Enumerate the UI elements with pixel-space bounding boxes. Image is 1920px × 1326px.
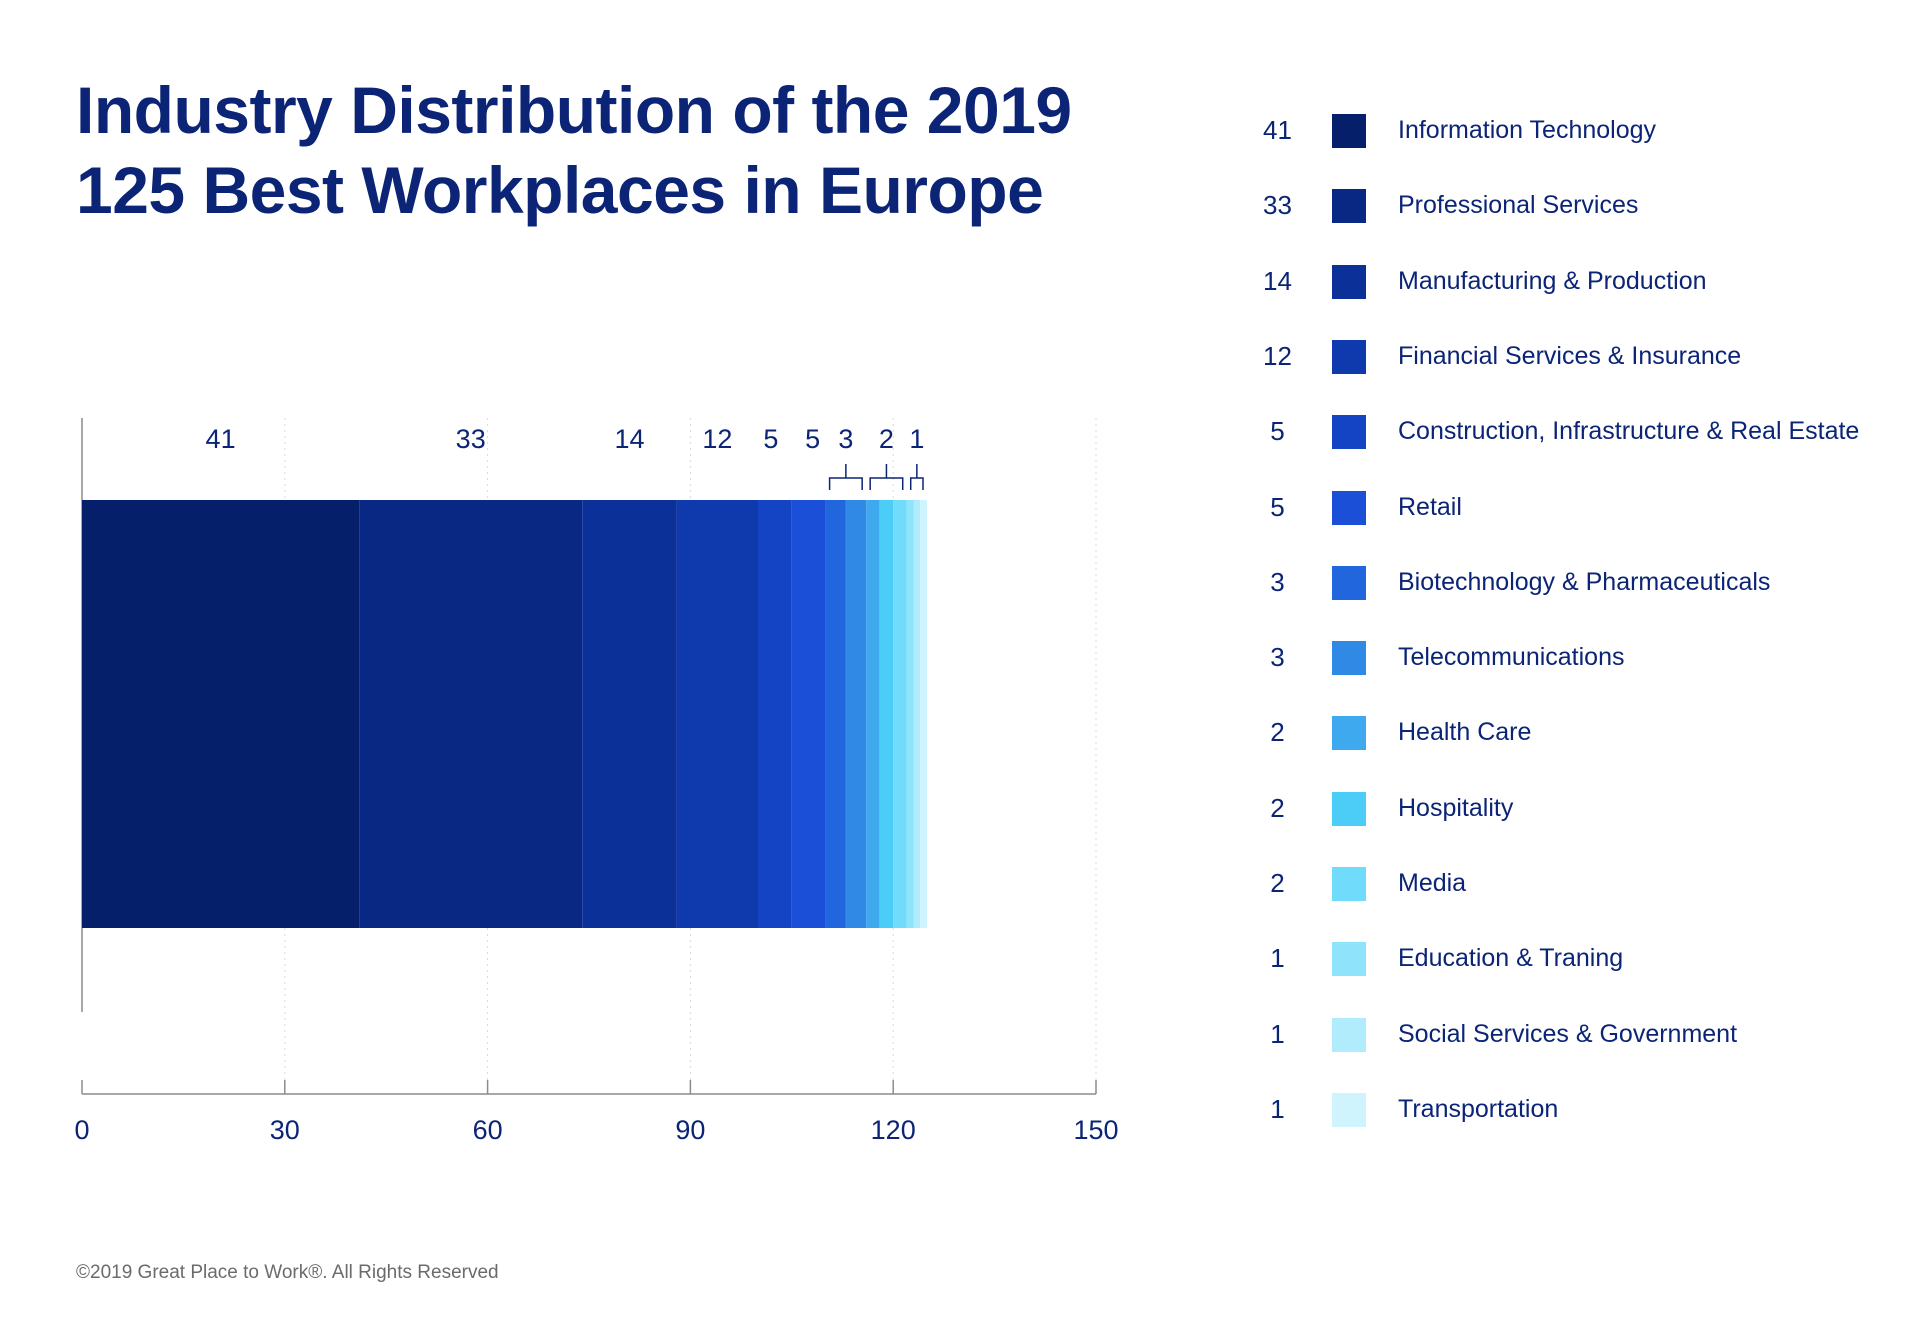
legend-value: 3 — [1270, 566, 1285, 597]
legend-swatch — [1332, 114, 1366, 148]
bar-segment-7 — [825, 500, 846, 928]
copyright-footer: ©2019 Great Place to Work®. All Rights R… — [76, 1262, 499, 1283]
legend-swatch — [1332, 791, 1366, 826]
bracket-2 — [869, 464, 904, 490]
legend-item: 5 Retail — [1240, 487, 1900, 527]
bar-value-label-6: 5 — [805, 424, 820, 454]
bar-value-label-3: 14 — [615, 424, 645, 454]
legend-swatch — [1332, 1017, 1366, 1052]
bracket-1 — [909, 464, 924, 490]
bracket-3 — [828, 464, 863, 490]
x-tick-label-60: 60 — [473, 1115, 503, 1145]
legend-swatch — [1332, 415, 1366, 450]
legend-item: 1 Education & Traning — [1240, 938, 1900, 978]
legend-item: 33 Professional Services — [1240, 185, 1900, 225]
bar-segment-3 — [582, 500, 677, 928]
bar-segment-11 — [893, 500, 907, 928]
legend-swatch — [1332, 716, 1366, 751]
x-tick-label-120: 120 — [871, 1115, 916, 1145]
legend-value: 41 — [1263, 115, 1292, 145]
legend-label: Telecommunications — [1398, 643, 1625, 672]
legend-swatch — [1332, 264, 1366, 299]
x-tick-label-90: 90 — [675, 1115, 705, 1145]
legend-value: 3 — [1270, 642, 1285, 673]
legend-item: 41 Information Technology — [1240, 110, 1900, 150]
legend-value: 5 — [1270, 416, 1285, 447]
legend-swatch — [1332, 867, 1366, 901]
bar-value-label-9: 1 — [909, 424, 924, 454]
legend-label: Biotechnology & Pharmaceuticals — [1398, 567, 1771, 596]
legend-swatch — [1332, 565, 1366, 600]
bar-value-label-8: 2 — [879, 424, 894, 454]
legend-label: Social Services & Government — [1398, 1019, 1738, 1048]
bar-segment-14 — [920, 500, 927, 928]
legend-value: 1 — [1270, 1093, 1285, 1124]
bar-segment-4 — [676, 500, 758, 928]
legend-value: 12 — [1263, 340, 1292, 371]
legend-value: 5 — [1270, 491, 1285, 522]
legend-label: Professional Services — [1398, 191, 1639, 220]
legend-value: 14 — [1263, 265, 1292, 296]
legend-label: Media — [1398, 869, 1467, 897]
stacked-bar-chart: 41 33 14 12 5 5 3 2 10 30 60 90 120 150 — [74, 418, 1119, 1145]
legend-item: 1 Social Services & Government — [1240, 1014, 1900, 1054]
legend-swatch — [1332, 490, 1366, 525]
legend-value: 2 — [1270, 792, 1285, 823]
legend-item: 3 Telecommunications — [1240, 637, 1900, 677]
chart-title-line-2: 125 Best Workplaces in Europe — [76, 153, 1044, 227]
legend-item: 5 Construction, Infrastructure & Real Est… — [1240, 411, 1900, 451]
bar-value-label-4: 12 — [702, 424, 732, 454]
legend-label: Construction, Infrastructure & Real Esta… — [1398, 417, 1860, 446]
legend-label: Hospitality — [1398, 793, 1514, 822]
legend-label: Education & Traning — [1398, 944, 1624, 973]
legend-label: Retail — [1398, 492, 1462, 521]
legend-swatch — [1332, 641, 1366, 676]
legend-item: 2 Media — [1240, 863, 1900, 903]
bar-segment-10 — [879, 500, 894, 928]
x-tick-label-30: 30 — [270, 1115, 300, 1145]
chart-title-line-1: Industry Distribution of the 2019 — [76, 73, 1072, 147]
bar-segment-9 — [866, 500, 880, 928]
bar-value-label-7: 3 — [838, 424, 853, 454]
legend-label: Health Care — [1398, 718, 1532, 747]
legend-swatch — [1332, 942, 1366, 977]
bar-segment-8 — [845, 500, 867, 928]
legend-label: Transportation — [1398, 1094, 1559, 1123]
legend-item: 2 Health Care — [1240, 712, 1900, 752]
bar-segment-6 — [791, 500, 826, 928]
chart-title: Industry Distribution of the 2019 125 Be… — [76, 70, 1072, 230]
bar-segment-1 — [82, 500, 360, 928]
legend-swatch — [1332, 189, 1366, 224]
legend-label: Financial Services & Insurance — [1398, 341, 1742, 370]
bar-segment-5 — [758, 500, 792, 928]
legend-value: 2 — [1270, 717, 1285, 748]
x-tick-label-150: 150 — [1073, 1115, 1118, 1145]
legend-value: 2 — [1270, 868, 1285, 898]
legend-item: 1 Transportation — [1240, 1089, 1900, 1129]
bar-value-label-5: 5 — [763, 424, 778, 454]
bar-value-label-2: 33 — [456, 424, 486, 454]
legend-item: 12 Financial Services & Insurance — [1240, 336, 1900, 376]
legend-value: 1 — [1270, 1018, 1285, 1049]
legend-swatch — [1332, 1092, 1366, 1127]
legend-item: 14 Manufacturing & Production — [1240, 261, 1900, 301]
legend-label: Manufacturing & Production — [1398, 266, 1707, 295]
bar-value-label-1: 41 — [206, 424, 236, 454]
legend-label: Information Technology — [1398, 116, 1657, 144]
legend-value: 1 — [1270, 943, 1285, 974]
legend-value: 33 — [1263, 190, 1292, 221]
x-tick-label-0: 0 — [74, 1115, 89, 1145]
bar-segment-13 — [913, 500, 921, 928]
legend-item: 3 Biotechnology & Pharmaceuticals — [1240, 562, 1900, 602]
legend-swatch — [1332, 339, 1366, 374]
bar-segment-2 — [359, 500, 583, 928]
bar-segment-12 — [906, 500, 914, 928]
legend-item: 2 Hospitality — [1240, 788, 1900, 828]
